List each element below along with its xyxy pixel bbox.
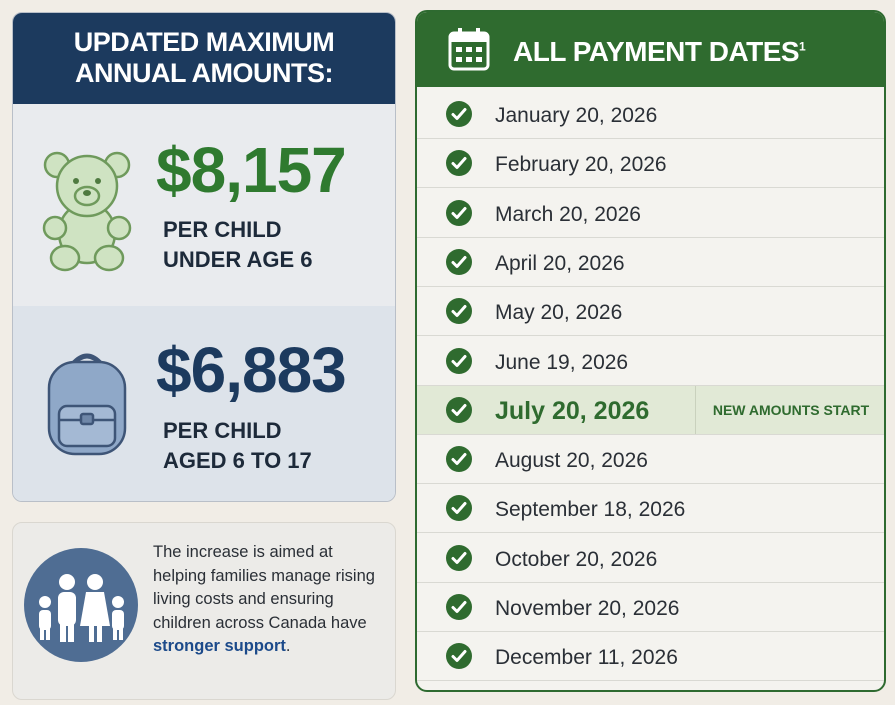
check-icon <box>446 150 472 177</box>
check-icon <box>446 199 472 226</box>
title-note: 1 <box>799 39 806 54</box>
teddy-bear-icon <box>42 151 132 272</box>
date-row: December 11, 2026 <box>417 632 884 682</box>
date-row: November 20, 2026 <box>417 583 884 632</box>
header-line: ANNUAL AMOUNTS: <box>75 58 333 88</box>
check-icon <box>446 396 472 423</box>
label-line: PER CHILD <box>163 217 282 242</box>
note-body: The increase is aimed at helping familie… <box>153 543 375 632</box>
backpack-icon <box>47 353 127 456</box>
note-emphasis: stronger support <box>153 637 286 655</box>
date-text: July 20, 2026 <box>495 396 650 425</box>
highlight-tag: NEW AMOUNTS START <box>695 385 884 434</box>
dates-panel: ALL PAYMENT DATES1 January 20, 2026 Febru… <box>415 10 886 692</box>
date-text: January 20, 2026 <box>495 104 658 127</box>
check-icon <box>446 347 472 374</box>
check-icon <box>446 544 472 571</box>
panel-title: ALL PAYMENT DATES1 <box>513 36 806 68</box>
calendar-icon <box>448 28 490 71</box>
label-line: UNDER AGE 6 <box>163 247 313 272</box>
date-text: December 11, 2026 <box>495 646 678 670</box>
note-box: The increase is aimed at helping familie… <box>12 522 396 700</box>
panel-header: UPDATED MAXIMUM ANNUAL AMOUNTS: <box>13 13 395 104</box>
date-text: March 20, 2026 <box>495 202 641 226</box>
date-row: August 20, 2026 <box>417 435 884 485</box>
date-row: February 20, 2026 <box>417 139 884 189</box>
header-line: UPDATED MAXIMUM <box>73 27 335 57</box>
date-text: November 20, 2026 <box>495 597 680 620</box>
check-icon <box>446 643 472 670</box>
date-text: September 18, 2026 <box>495 498 686 522</box>
check-icon <box>446 298 472 325</box>
label-line: AGED 6 TO 17 <box>163 448 312 473</box>
date-row: May 20, 2026 <box>417 287 884 337</box>
date-row: July 20, 2026 NEW AMOUNTS START <box>417 385 884 435</box>
date-text: October 20, 2026 <box>495 547 658 571</box>
date-row: June 19, 2026 <box>417 337 884 386</box>
date-text: June 19, 2026 <box>495 350 629 374</box>
amount: $8,157 <box>156 134 347 206</box>
check-icon <box>446 594 472 620</box>
check-icon <box>446 248 472 275</box>
note-end: . <box>285 637 291 655</box>
label-line: PER CHILD <box>163 418 282 443</box>
check-icon <box>446 446 472 473</box>
check-icon <box>446 101 472 127</box>
amount-label: PER CHILD AGED 6 TO 17 <box>163 416 312 476</box>
date-text: February 20, 2026 <box>495 153 667 177</box>
date-row: October 20, 2026 <box>417 534 884 583</box>
amount-label: PER CHILD UNDER AGE 6 <box>163 215 313 275</box>
date-row: April 20, 2026 <box>417 238 884 287</box>
date-text: August 20, 2026 <box>495 449 648 473</box>
note-text: The increase is aimed at helping familie… <box>153 541 378 659</box>
panel-header: ALL PAYMENT DATES1 <box>417 12 884 87</box>
check-icon <box>446 495 472 522</box>
date-row: September 18, 2026 <box>417 484 884 534</box>
amounts-panel: UPDATED MAXIMUM ANNUAL AMOUNTS: $8,157 P… <box>12 12 396 502</box>
date-text: May 20, 2026 <box>495 301 623 325</box>
date-text: April 20, 2026 <box>495 251 625 275</box>
amount: $6,883 <box>156 334 347 406</box>
family-icon <box>24 548 138 662</box>
title-text: ALL PAYMENT DATES <box>513 36 800 67</box>
date-row: January 20, 2026 <box>417 90 884 139</box>
date-row: March 20, 2026 <box>417 189 884 238</box>
